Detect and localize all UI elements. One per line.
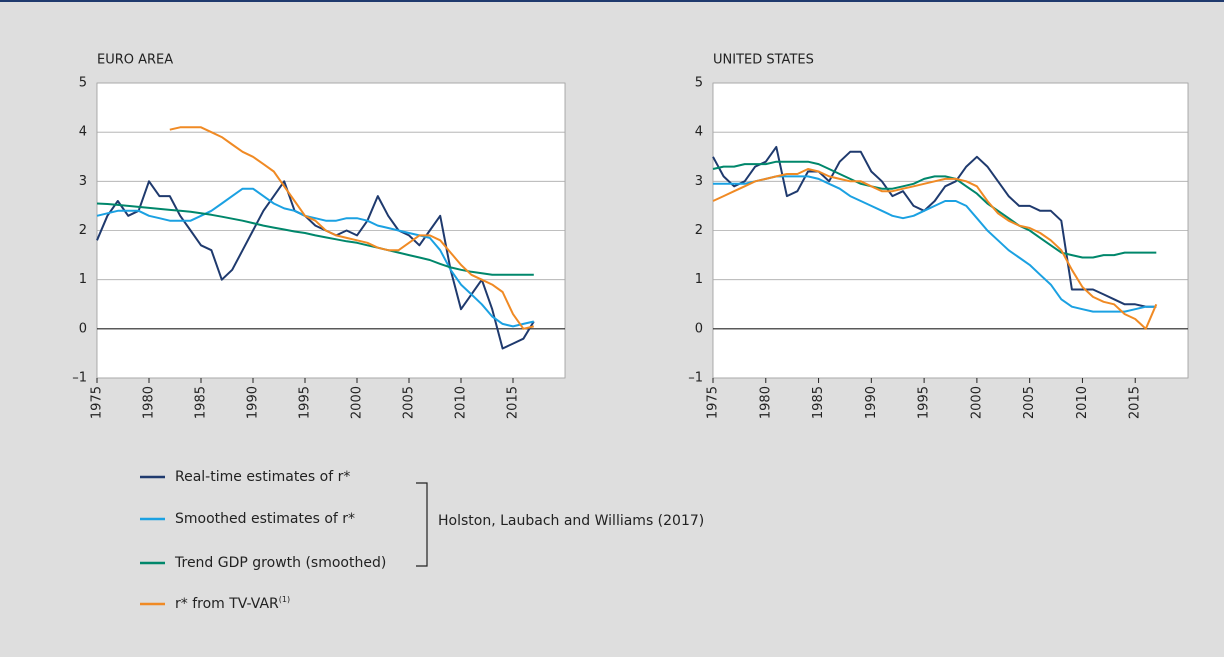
x-tick-label: 2000 [350, 386, 365, 419]
x-tick-label: 1990 [864, 386, 879, 419]
y-tick-label: 1 [79, 272, 87, 287]
series-line [169, 126, 535, 330]
y-tick-label: –1 [688, 371, 703, 386]
legend-label: Real-time estimates of r* [175, 469, 350, 485]
x-tick-label: 1980 [758, 386, 773, 419]
y-tick-label: 1 [695, 272, 703, 287]
series-line [712, 168, 1158, 330]
series-line [712, 145, 1157, 308]
x-tick-label: 1990 [246, 386, 261, 419]
x-tick-label: 2015 [506, 386, 521, 419]
y-tick-label: 2 [79, 223, 87, 238]
x-tick-label: 1995 [298, 386, 313, 419]
x-tick-label: 1975 [90, 386, 105, 419]
y-tick-label: 0 [695, 321, 703, 336]
top-rule [0, 0, 1224, 2]
series-line [96, 180, 535, 350]
y-tick-label: 3 [695, 174, 703, 189]
legend-label: Trend GDP growth (smoothed) [174, 555, 386, 571]
x-tick-label: 2015 [1128, 386, 1143, 419]
x-tick-label: 2010 [454, 386, 469, 419]
y-tick-label: 2 [695, 223, 703, 238]
legend-label: r* from TV-VAR(1) [175, 595, 290, 613]
x-tick-label: 1975 [706, 386, 721, 419]
chart-title: UNITED STATES [713, 53, 814, 68]
series-line [712, 160, 1157, 259]
series-line [96, 202, 534, 276]
x-tick-label: 1995 [917, 386, 932, 419]
x-tick-label: 1980 [142, 386, 157, 419]
y-tick-label: 5 [695, 76, 703, 91]
x-tick-label: 2000 [969, 386, 984, 419]
legend-label: Smoothed estimates of r* [175, 511, 355, 527]
legend-footnote: (1) [279, 595, 290, 604]
x-tick-label: 2005 [1022, 386, 1037, 419]
chart-title: EURO AREA [97, 53, 173, 68]
series-line [96, 187, 535, 328]
y-tick-label: 3 [79, 174, 87, 189]
legend-bracket [416, 482, 428, 567]
y-tick-label: 5 [79, 76, 87, 91]
x-tick-label: 2010 [1075, 386, 1090, 419]
x-tick-label: 1985 [194, 386, 209, 419]
y-tick-label: –1 [72, 371, 87, 386]
legend-group-label: Holston, Laubach and Williams (2017) [438, 513, 704, 529]
y-tick-label: 4 [79, 125, 87, 140]
y-tick-label: 4 [695, 125, 703, 140]
x-tick-label: 1985 [811, 386, 826, 419]
series-line [713, 175, 1157, 313]
x-tick-label: 2005 [402, 386, 417, 419]
y-tick-label: 0 [79, 321, 87, 336]
